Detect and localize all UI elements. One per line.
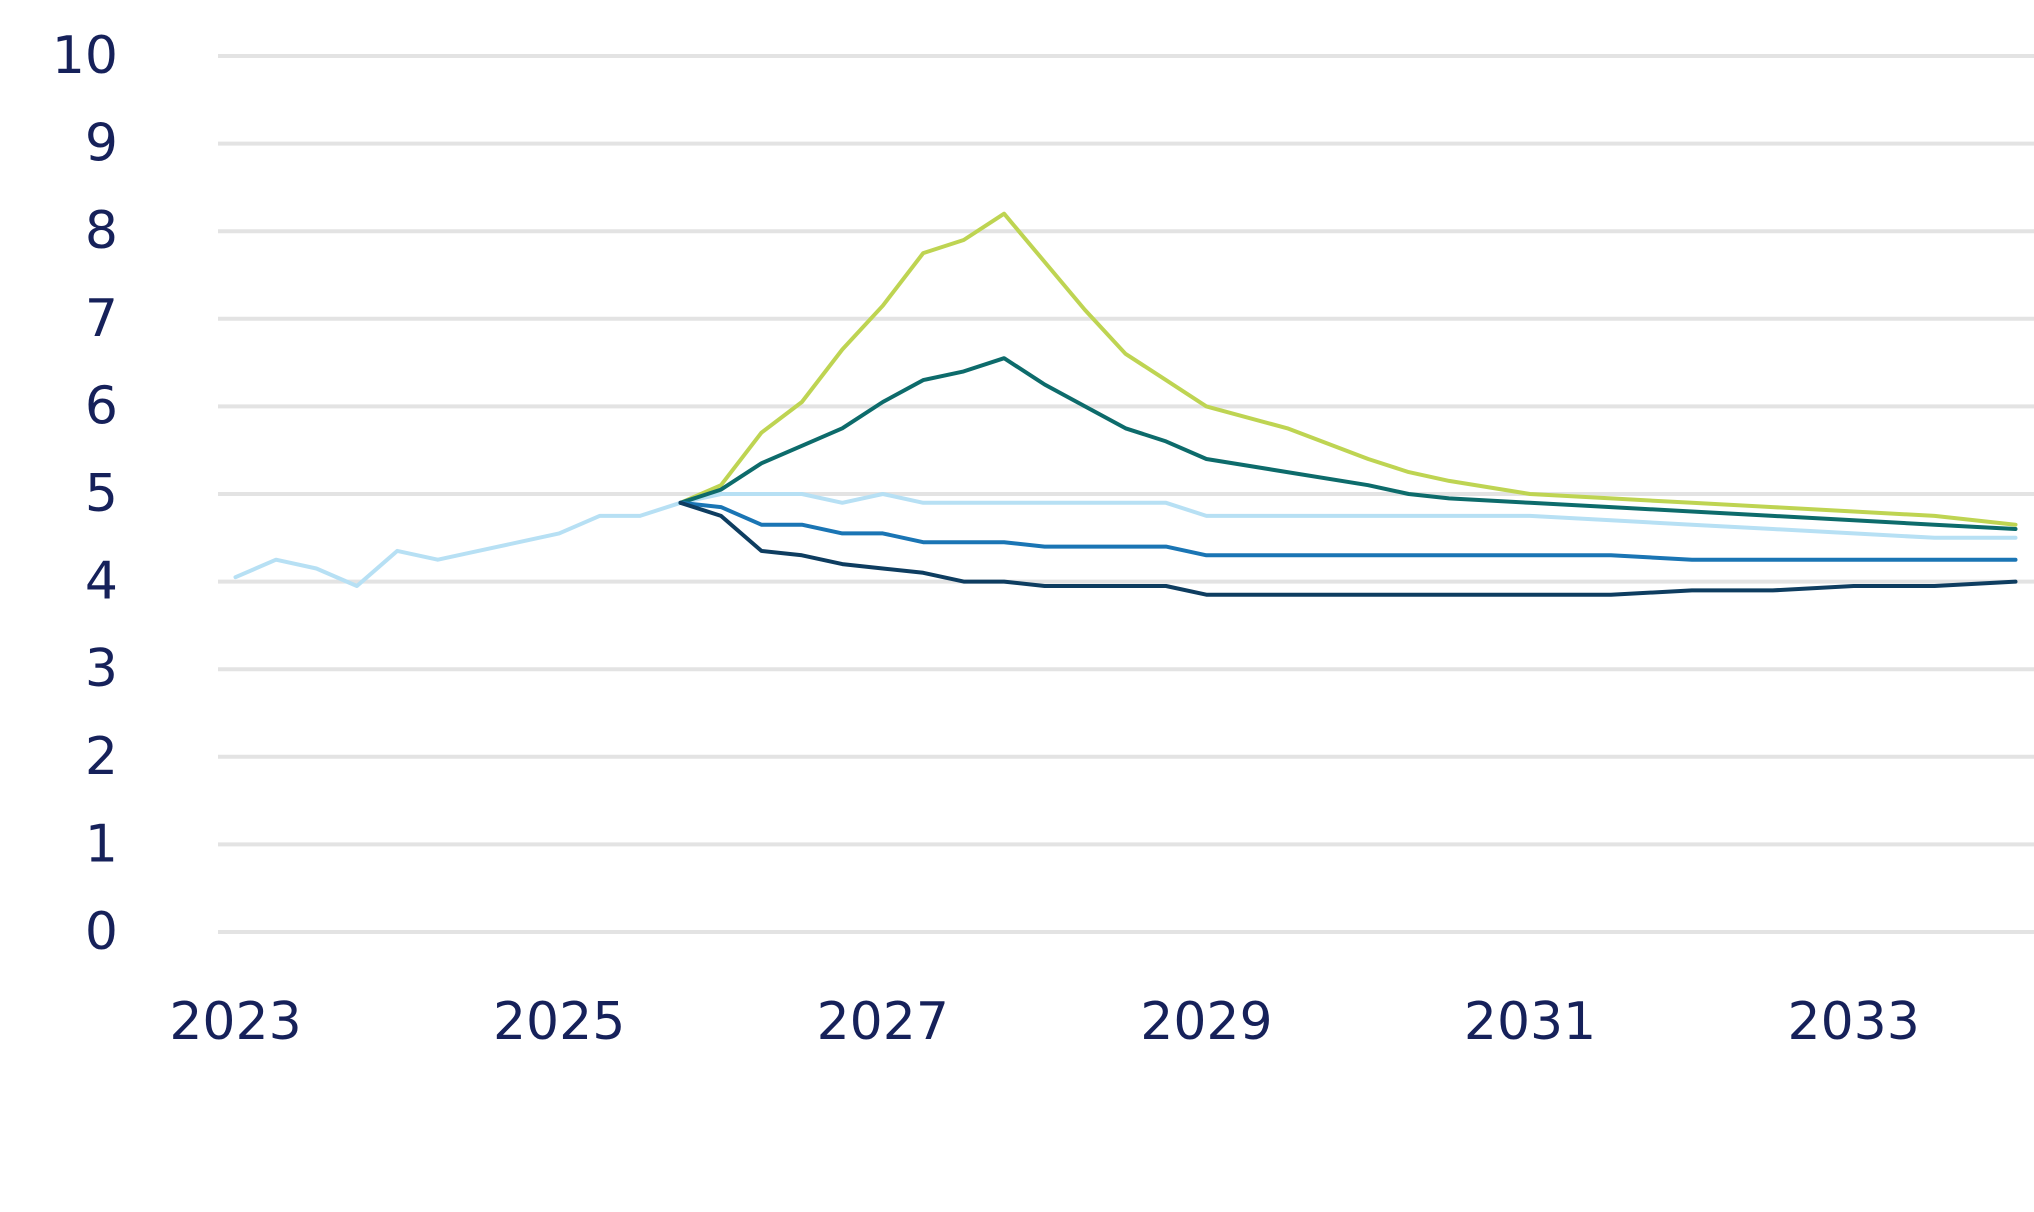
y-tick-label: 8 <box>85 201 118 261</box>
y-tick-label: 7 <box>85 289 118 349</box>
series-line-4 <box>678 500 2018 562</box>
series-line-2 <box>678 211 2018 527</box>
x-axis-tick-labels: 2023 2025 2027 2029 2031 2033 <box>169 992 1920 1052</box>
y-tick-label: 10 <box>52 26 118 86</box>
y-tick-label: 5 <box>85 464 118 524</box>
x-tick-label: 2027 <box>817 992 949 1052</box>
y-tick-label: 9 <box>85 114 118 174</box>
y-tick-label: 2 <box>85 727 118 787</box>
y-tick-label: 1 <box>85 814 118 874</box>
y-tick-label: 4 <box>85 552 118 612</box>
series-line-1 <box>233 492 2018 588</box>
x-tick-label: 2031 <box>1464 992 1596 1052</box>
y-tick-label: 0 <box>85 902 118 962</box>
x-tick-label: 2033 <box>1788 992 1920 1052</box>
x-tick-label: 2023 <box>169 992 301 1052</box>
y-tick-label: 6 <box>85 376 118 436</box>
series-line-5 <box>678 500 2018 597</box>
y-tick-label: 3 <box>85 639 118 699</box>
series-lines <box>233 211 2018 597</box>
x-tick-label: 2029 <box>1140 992 1272 1052</box>
series-line-3 <box>678 356 2018 531</box>
y-axis-tick-labels: 0 1 2 3 4 5 6 7 8 9 10 <box>52 26 118 962</box>
x-tick-label: 2025 <box>493 992 625 1052</box>
gridlines <box>218 54 2034 934</box>
